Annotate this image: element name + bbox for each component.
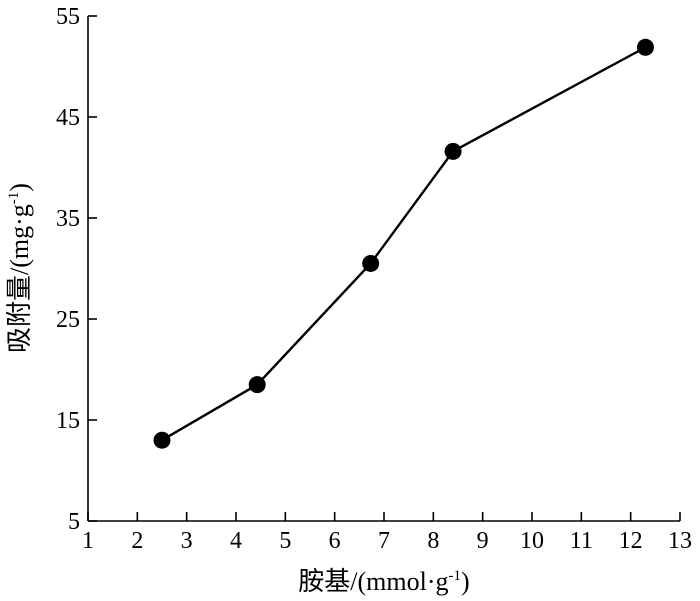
x-axis-title-close: ) [461, 567, 470, 596]
series [153, 38, 654, 449]
x-tick-label: 12 [619, 528, 643, 554]
x-tick-label: 5 [279, 528, 291, 554]
x-tick-label: 13 [668, 528, 692, 554]
x-tick-label: 10 [520, 528, 544, 554]
y-tick-label: 15 [56, 408, 80, 434]
data-point [636, 38, 654, 56]
data-point [153, 431, 171, 449]
x-tick-label: 2 [131, 528, 143, 554]
x-tick-label: 6 [329, 528, 341, 554]
y-tick-label: 35 [56, 206, 80, 232]
x-axis-title: 胺基/(mmol·g-1) [298, 567, 469, 596]
y-tick-label: 5 [68, 509, 80, 535]
x-tick-label: 1 [82, 528, 94, 554]
x-tick-label: 8 [427, 528, 439, 554]
ticks [87, 15, 681, 522]
x-tick-label: 4 [230, 528, 242, 554]
y-tick-label: 25 [56, 307, 80, 333]
axes [87, 16, 680, 522]
series-line [161, 46, 647, 442]
x-axis-title-superscript: -1 [449, 568, 462, 584]
x-tick-label: 3 [181, 528, 193, 554]
y-tick-label: 55 [56, 4, 80, 30]
data-point [362, 254, 380, 272]
data-point [248, 376, 266, 394]
x-axis-title-main: 胺基/(mmol·g [298, 567, 448, 596]
x-tick-label: 7 [378, 528, 390, 554]
y-axis-title: 吸附量/(mg·g-1) [5, 183, 34, 353]
x-tick-label: 11 [570, 528, 593, 554]
y-axis-title-close: ) [5, 183, 34, 192]
y-axis-title-superscript: -1 [6, 192, 22, 205]
y-tick-label: 45 [56, 105, 80, 131]
data-point [444, 142, 462, 160]
y-axis-title-main: 吸附量/(mg·g [5, 204, 34, 353]
x-tick-label: 9 [477, 528, 489, 554]
